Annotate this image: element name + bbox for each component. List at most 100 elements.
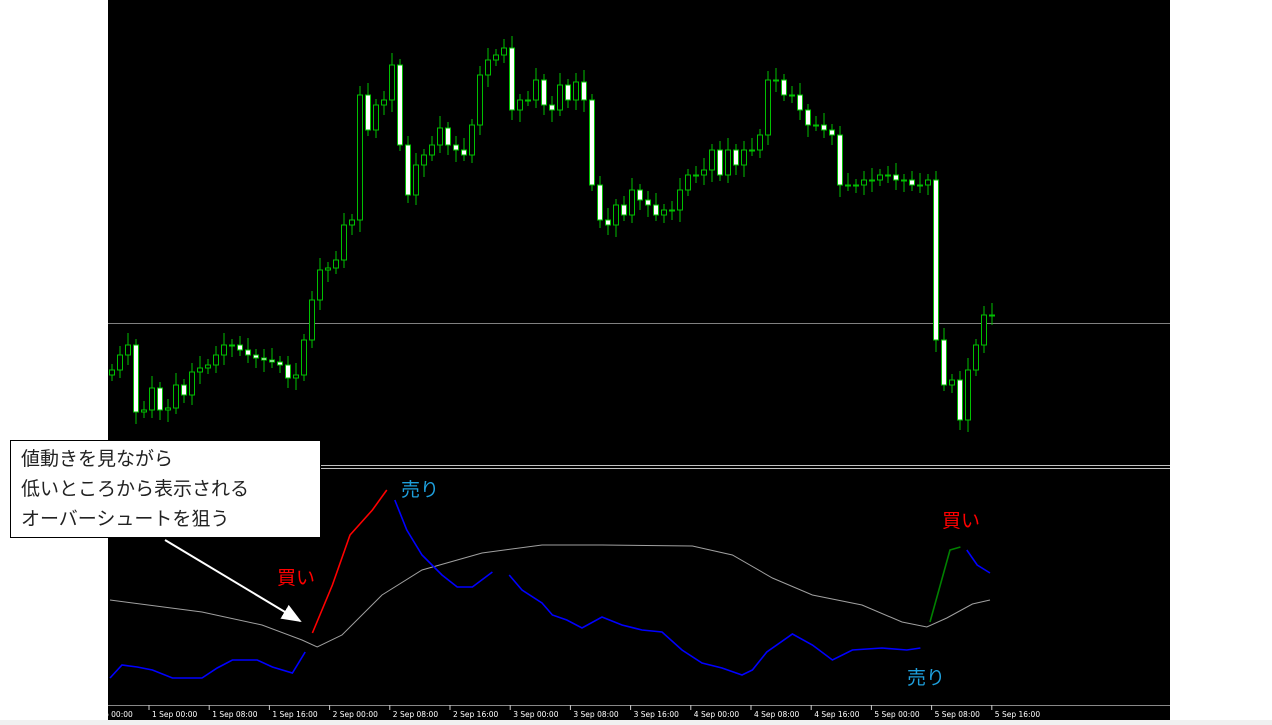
candle-body <box>301 339 307 376</box>
candle-body <box>469 124 475 156</box>
candle-body <box>837 134 843 186</box>
candle-body <box>333 259 339 269</box>
candle-body <box>189 371 195 396</box>
x-tick-label: 5 Sep 16:00 <box>995 710 1041 719</box>
candle-body <box>421 154 427 166</box>
candle-body <box>157 387 163 411</box>
candle-body <box>557 84 563 111</box>
candle-body <box>125 344 131 356</box>
indicator-line <box>508 574 921 676</box>
chart-canvas: p 00:00 1 Sep 00:00 1 Sep 08:00 1 Sep 16:00… <box>108 36 1170 719</box>
x-tick-label: 1 Sep 08:00 <box>212 710 258 719</box>
candle-body <box>373 104 379 131</box>
x-tick-label: 4 Sep 00:00 <box>694 710 740 719</box>
candle-body <box>309 299 315 341</box>
candle-body <box>965 369 971 421</box>
callout-line-2: 低いところから表示される <box>21 478 250 500</box>
candle-body <box>501 47 507 56</box>
candle-body <box>245 349 251 356</box>
candle-body <box>589 99 595 186</box>
candle-body <box>821 124 827 131</box>
candle-body <box>661 209 667 216</box>
candle-body <box>981 314 987 346</box>
candle-body <box>261 357 267 361</box>
candle-body <box>445 127 451 146</box>
callout-line-3: オーバーシュートを狙う <box>21 508 230 530</box>
candle-body <box>413 164 419 196</box>
candle-body <box>181 384 187 396</box>
candle-body <box>789 94 795 97</box>
candle-body <box>453 144 459 151</box>
candle-body <box>757 134 763 151</box>
indicator-line <box>394 499 493 588</box>
candle-body <box>325 267 331 271</box>
x-tick-label: 2 Sep 00:00 <box>333 710 379 719</box>
candle-body <box>293 374 299 379</box>
chart-area[interactable]: p 00:00 1 Sep 00:00 1 Sep 08:00 1 Sep 16:00… <box>108 0 1170 722</box>
candle-body <box>813 124 819 127</box>
candle-body <box>389 64 395 101</box>
candle-body <box>637 189 643 201</box>
candle-body <box>621 204 627 216</box>
candle-body <box>861 179 867 186</box>
candle-body <box>869 179 875 182</box>
candle-body <box>677 189 683 211</box>
candle-body <box>533 79 539 101</box>
candle-body <box>461 149 467 156</box>
candle-body <box>165 407 171 411</box>
candle-body <box>709 149 715 171</box>
candle-body <box>109 369 115 376</box>
candle-body <box>493 54 499 61</box>
candle-body <box>925 179 931 186</box>
sell-label-bottom: 売り <box>907 667 946 689</box>
candle-body <box>317 269 323 301</box>
candle-body <box>149 387 155 411</box>
candle-body <box>573 81 579 101</box>
candle-body <box>669 209 675 212</box>
candle-body <box>845 184 851 187</box>
callout-box: 値動きを見ながら 低いところから表示される オーバーシュートを狙う <box>10 440 321 538</box>
candle-body <box>485 59 491 76</box>
candle-body <box>917 184 923 187</box>
candle-body <box>885 174 891 177</box>
indicator-line <box>311 489 388 634</box>
candle-body <box>749 149 755 152</box>
candle-body <box>765 79 771 136</box>
candle-body <box>213 354 219 366</box>
candle-body <box>741 149 747 166</box>
indicator-line <box>109 651 306 679</box>
candle-body <box>853 184 859 187</box>
buy-label-left: 買い <box>277 567 316 589</box>
candle-body <box>781 79 787 96</box>
candle-body <box>525 99 531 102</box>
candle-body <box>957 379 963 421</box>
candle-body <box>381 99 387 106</box>
x-tick-label: 2 Sep 08:00 <box>393 710 439 719</box>
candle-body <box>405 144 411 196</box>
candle-body <box>541 79 547 106</box>
candle-body <box>613 204 619 226</box>
candle-body <box>565 84 571 101</box>
x-tick-label: 5 Sep 08:00 <box>935 710 981 719</box>
candle-body <box>581 81 587 101</box>
candle-body <box>397 64 403 146</box>
candle-body <box>717 149 723 176</box>
indicator-line <box>966 549 991 574</box>
indicator-line <box>109 544 991 648</box>
candle-body <box>285 364 291 379</box>
candle-body <box>349 219 355 226</box>
candle-body <box>133 344 139 413</box>
x-tick-label: p 00:00 <box>108 710 133 719</box>
candle-body <box>701 169 707 176</box>
x-tick-label: 3 Sep 16:00 <box>634 710 680 719</box>
x-tick-label: 3 Sep 08:00 <box>573 710 619 719</box>
x-tick-label: 4 Sep 08:00 <box>754 710 800 719</box>
candle-body <box>277 361 283 366</box>
x-tick-label: 1 Sep 00:00 <box>152 710 198 719</box>
x-tick-label: 1 Sep 16:00 <box>272 710 318 719</box>
candle-body <box>989 314 995 317</box>
x-tick-label: 2 Sep 16:00 <box>453 710 499 719</box>
candle-body <box>693 174 699 177</box>
candle-body <box>725 149 731 176</box>
candle-body <box>733 149 739 166</box>
